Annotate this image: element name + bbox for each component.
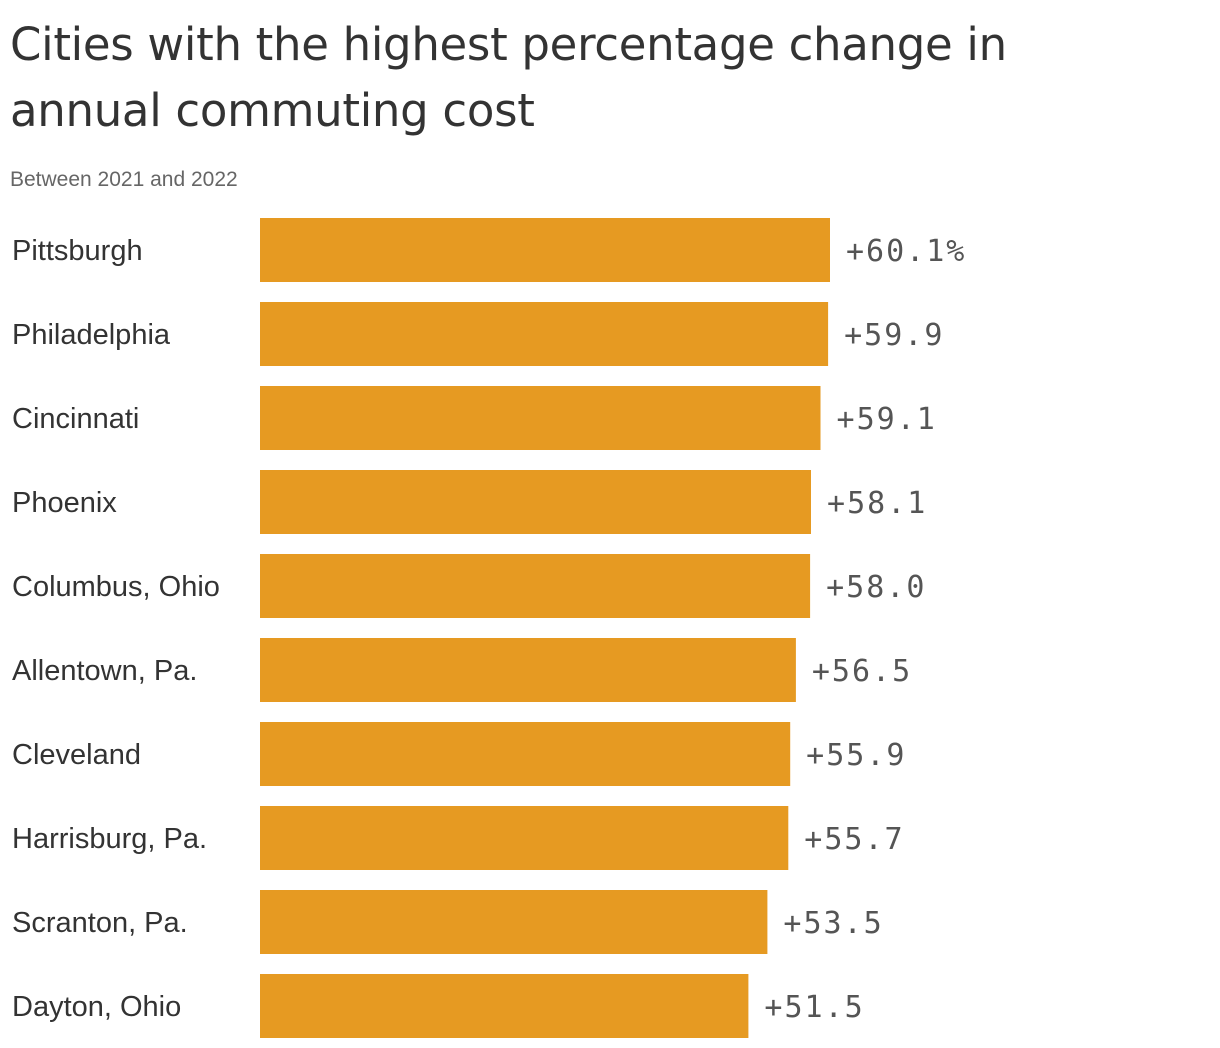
category-label-phoenix: Phoenix [12, 487, 117, 519]
value-label-cleveland: +55.9 [806, 738, 906, 773]
category-labels: Pittsburgh Philadelphia Cincinnati Phoenix C… [12, 235, 220, 1023]
category-label-scranton-pa: Scranton, Pa. [12, 907, 188, 939]
value-label-columbus-ohio: +58.0 [826, 570, 926, 605]
bar-pittsburgh [260, 218, 830, 282]
category-label-pittsburgh: Pittsburgh [12, 235, 143, 267]
bar-philadelphia [260, 302, 829, 366]
bar-cincinnati [260, 386, 821, 450]
bar-chart: Pittsburgh Philadelphia Cincinnati Phoenix C… [12, 218, 966, 1038]
category-label-cleveland: Cleveland [12, 739, 141, 771]
value-label-cincinnati: +59.1 [837, 402, 937, 437]
value-label-harrisburg-pa: +55.7 [804, 822, 904, 857]
value-labels: +60.1% +59.9 +59.1 +58.1 +58.0 +56.5 +55.9 +55.… [764, 234, 966, 1025]
category-label-philadelphia: Philadelphia [12, 319, 171, 351]
value-label-philadelphia: +59.9 [844, 318, 944, 353]
category-label-harrisburg-pa: Harrisburg, Pa. [12, 823, 207, 855]
bars [260, 218, 830, 1038]
bar-dayton-ohio [260, 974, 749, 1038]
bar-phoenix [260, 470, 811, 534]
value-label-scranton-pa: +53.5 [783, 906, 883, 941]
category-label-allentown-pa: Allentown, Pa. [12, 655, 197, 687]
category-label-columbus-ohio: Columbus, Ohio [12, 571, 220, 603]
bar-harrisburg-pa [260, 806, 789, 870]
chart-title: Cities with the highest percentage chang… [10, 18, 1007, 137]
value-label-phoenix: +58.1 [827, 486, 927, 521]
bar-allentown-pa [260, 638, 796, 702]
category-label-dayton-ohio: Dayton, Ohio [12, 991, 181, 1023]
value-label-pittsburgh: +60.1% [846, 234, 966, 269]
category-label-cincinnati: Cincinnati [12, 403, 139, 435]
bar-columbus-ohio [260, 554, 811, 618]
chart-subtitle: Between 2021 and 2022 [10, 168, 238, 191]
bar-cleveland [260, 722, 791, 786]
bar-scranton-pa [260, 890, 768, 954]
value-label-dayton-ohio: +51.5 [764, 990, 864, 1025]
value-label-allentown-pa: +56.5 [812, 654, 912, 689]
